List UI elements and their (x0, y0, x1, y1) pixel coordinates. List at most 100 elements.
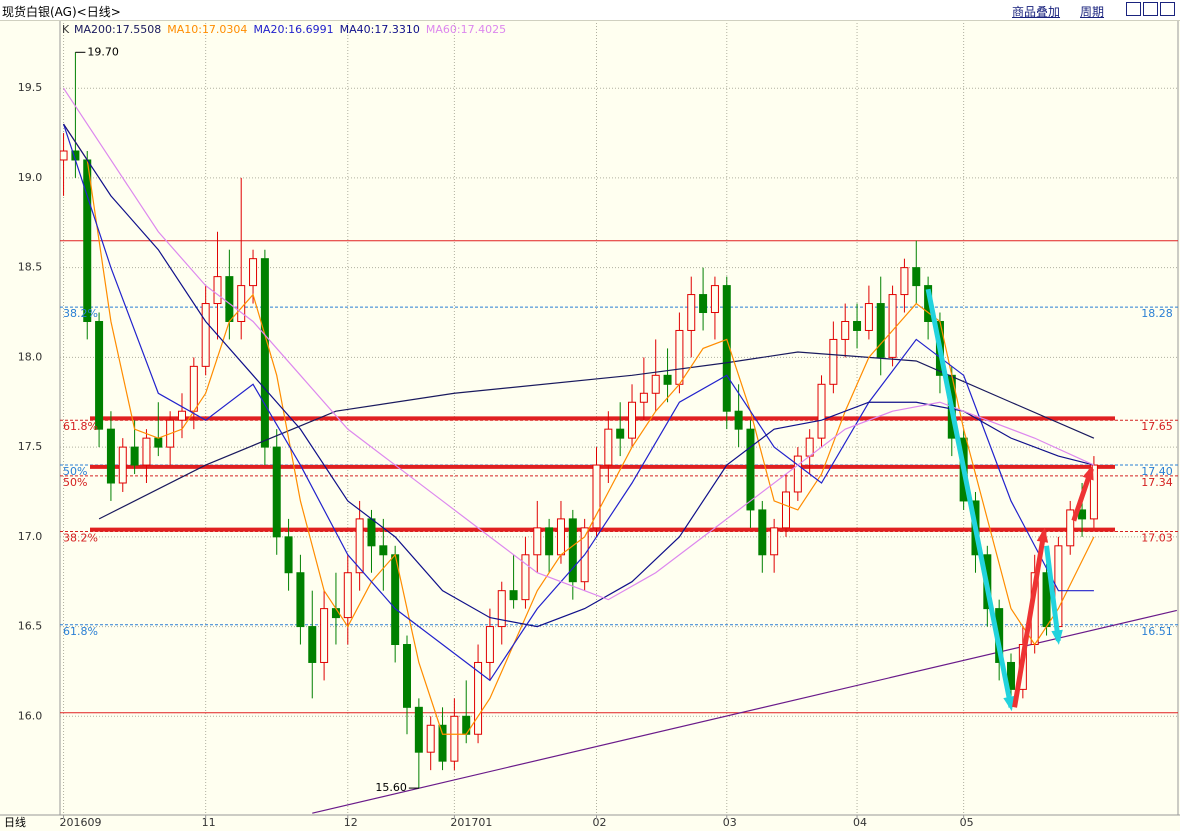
legend-entry: MA10:17.0304 (167, 23, 247, 36)
candle-body (1078, 509, 1087, 520)
candle-body (900, 267, 909, 296)
period-link[interactable]: 周期 (1080, 5, 1105, 19)
x-tick-label: 03 (723, 816, 737, 829)
candle-body (533, 527, 542, 556)
y-tick-label: 17.0 (18, 530, 43, 543)
candle-body (284, 536, 293, 574)
arrow-head (1051, 629, 1063, 645)
candle-body (805, 437, 814, 457)
level-value: 17.03 (1141, 531, 1173, 544)
legend-entry: MA20:16.6991 (253, 23, 333, 36)
candle-body (746, 428, 755, 511)
candle-body (710, 285, 719, 314)
x-tick-label: 02 (592, 816, 606, 829)
period-label: 日线 (4, 815, 26, 829)
candle-body (628, 401, 637, 439)
trendline (312, 609, 1177, 814)
candle-body (675, 329, 684, 385)
level-pct: 50% (63, 476, 87, 489)
candle-body (367, 518, 376, 547)
legend-entry: MA200:17.5508 (74, 23, 161, 36)
level-value: 16.51 (1141, 625, 1173, 638)
candle-body (438, 724, 447, 762)
candle-body (687, 294, 696, 331)
trend-arrow (925, 288, 1014, 708)
candle-body (888, 294, 897, 358)
candle-body (568, 518, 577, 583)
candle-body (781, 491, 790, 529)
overlay-link[interactable]: 商品叠加 (1012, 5, 1061, 19)
menu-button[interactable] (1160, 2, 1175, 16)
candle-body (509, 590, 518, 601)
x-tick-label: 11 (202, 816, 216, 829)
trend-arrow (1044, 545, 1061, 642)
level-pct: 61.8% (63, 625, 98, 638)
candle-body (1007, 661, 1016, 690)
candle-body (1066, 509, 1075, 547)
x-tick-label: 04 (853, 816, 867, 829)
candle-body (604, 428, 613, 466)
arrow-head (1036, 527, 1049, 543)
candle-body (225, 276, 234, 322)
candle-body (118, 446, 127, 484)
candle-body (663, 374, 672, 385)
level-value: 17.40 (1141, 465, 1173, 478)
legend-entry: MA40:17.3310 (340, 23, 420, 36)
candle-body (201, 303, 210, 367)
candle-body (249, 258, 258, 287)
level-value: 18.28 (1141, 307, 1173, 320)
level-pct: 38.2% (63, 307, 98, 320)
candle-body (414, 706, 423, 753)
candle-body (734, 410, 743, 430)
y-tick-label: 17.5 (18, 440, 43, 453)
prev-button[interactable] (1126, 2, 1141, 16)
ma-line (62, 123, 1094, 682)
y-tick-label: 16.0 (18, 709, 43, 722)
arrow-head (1003, 695, 1015, 712)
ma-line (98, 351, 1095, 520)
arrow-head (1082, 464, 1094, 481)
y-tick-label: 18.0 (18, 350, 43, 363)
candle-body (912, 267, 921, 287)
candle-body (296, 572, 305, 628)
candle-body (853, 320, 862, 331)
candle-body (639, 392, 648, 403)
candle-body (876, 303, 885, 358)
ma-line (63, 87, 1095, 601)
candle-body (651, 374, 660, 394)
candle-body (426, 724, 435, 753)
trend-arrow (1012, 531, 1047, 708)
candle-body (189, 365, 198, 412)
candle-body (545, 527, 554, 556)
level-pct: 50% (63, 465, 87, 478)
candle-body (485, 626, 494, 663)
y-tick-label: 18.5 (18, 261, 43, 274)
candle-body (308, 626, 317, 663)
candle-body (106, 428, 115, 484)
candle-body (237, 285, 246, 322)
next-button[interactable] (1143, 2, 1158, 16)
candle-body (474, 661, 483, 735)
candle-body (60, 150, 68, 161)
level-value: 17.34 (1141, 476, 1173, 489)
legend-label: K (62, 23, 70, 36)
y-tick-label: 16.5 (18, 620, 43, 633)
candle-body (770, 527, 779, 556)
candle-body (521, 554, 530, 601)
level-pct: 61.8% (63, 420, 98, 433)
candle-body (343, 572, 352, 619)
candle-body (355, 518, 364, 574)
candle-body (83, 159, 92, 322)
candle-body (177, 410, 186, 421)
candle-body (142, 437, 151, 466)
candle-body (616, 428, 625, 439)
level-pct: 38.2% (63, 531, 98, 544)
header: 现货白银(AG)<日线> 商品叠加 周期 (0, 0, 1180, 21)
y-tick-label: 19.0 (18, 171, 43, 184)
overlay: 38.2% 18.28 61.8% 17.65 50% 17.40 50% 17.34 38.2… (62, 23, 1173, 794)
x-tick-label: 201609 (60, 816, 102, 829)
candle-body (841, 320, 850, 340)
candle-body (213, 276, 222, 305)
extreme-label: 15.60 (375, 781, 407, 794)
